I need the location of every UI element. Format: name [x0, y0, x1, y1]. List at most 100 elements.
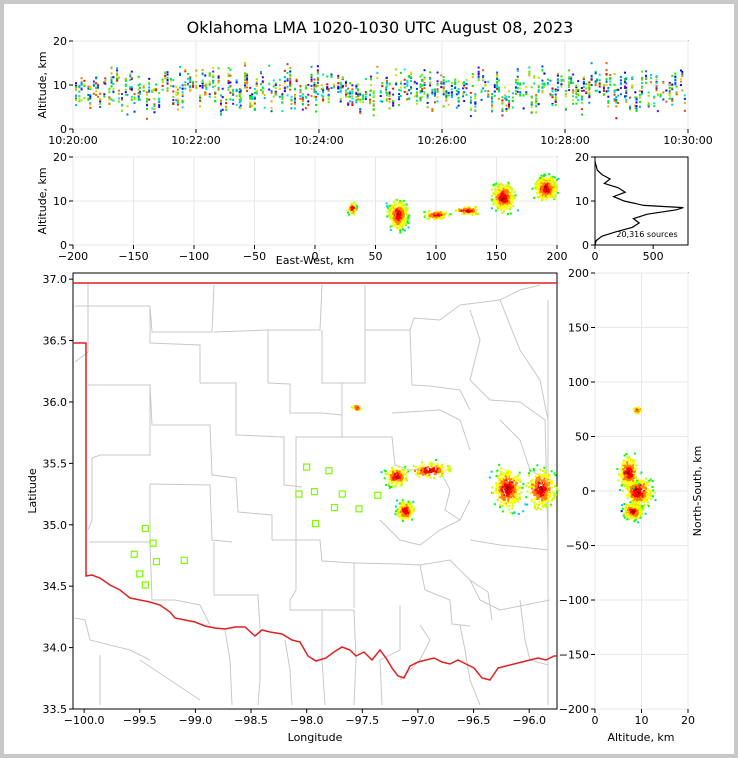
time-height-point — [155, 89, 158, 92]
plan-view-point — [543, 487, 546, 490]
time-height-point — [385, 82, 388, 85]
time-height-point — [108, 96, 111, 99]
time-height-point — [406, 90, 409, 93]
time-height-point — [537, 76, 540, 79]
plan-view-point — [498, 479, 501, 482]
time-height-point — [208, 72, 211, 75]
time-height-point — [551, 104, 554, 107]
ew-height-point — [466, 211, 469, 214]
ew-height-point — [400, 207, 403, 210]
time-height-point — [577, 94, 580, 97]
ew-height-point — [505, 200, 508, 203]
ew-height-point — [553, 191, 556, 194]
time-height-point — [357, 98, 360, 101]
time-height-point — [99, 100, 102, 103]
ns-height-point — [633, 496, 636, 499]
plan-view-point — [514, 500, 517, 503]
time-height-point — [214, 91, 217, 94]
plan-view-point — [549, 503, 552, 506]
plan-view-point — [504, 475, 507, 478]
ew-height-point — [507, 203, 510, 206]
time-height-point — [244, 78, 247, 81]
ew-height-point — [346, 209, 349, 212]
time-height-point — [83, 84, 86, 87]
plan-view-point — [502, 480, 505, 483]
ew-height-point — [544, 182, 547, 185]
plan-view-point — [512, 487, 515, 490]
time-height-point — [137, 84, 140, 87]
time-height-point — [351, 103, 354, 106]
time-height-point — [607, 100, 610, 103]
ew-height-ytick: 0 — [60, 239, 67, 252]
ew-height-point — [509, 203, 512, 206]
time-height-point — [299, 88, 302, 91]
time-height-point — [419, 89, 422, 92]
plan-view-point — [498, 504, 501, 507]
ew-height-point — [494, 192, 497, 195]
time-height-point — [355, 95, 358, 98]
lma-station-marker — [310, 488, 319, 496]
ew-height-point — [405, 218, 408, 221]
time-height-point — [133, 110, 136, 113]
ew-height-point — [394, 212, 397, 215]
time-height-point — [465, 87, 468, 90]
time-height-point — [462, 87, 465, 90]
time-height-point — [137, 76, 140, 79]
plan-view-point — [512, 478, 515, 481]
plan-view-point — [496, 469, 499, 472]
time-height-point — [522, 93, 525, 96]
plan-view-point — [434, 459, 437, 462]
time-height-point — [613, 99, 616, 102]
plan-view-point — [502, 475, 505, 478]
time-height-point — [251, 93, 254, 96]
ew-height-point — [386, 210, 389, 213]
time-height-point — [528, 73, 531, 76]
time-height-point — [655, 89, 658, 92]
time-height-point — [415, 99, 418, 102]
time-height-point — [246, 86, 249, 89]
time-height-point — [130, 88, 133, 91]
time-height-point — [225, 98, 228, 101]
ew-height-point — [387, 214, 390, 217]
plan-view-point — [438, 470, 441, 473]
plan-view-point — [492, 491, 495, 494]
ew-height-point — [436, 210, 439, 213]
time-height-point — [315, 90, 318, 93]
ew-height-point — [513, 190, 516, 193]
time-height-point — [369, 98, 372, 101]
time-height-point — [541, 90, 544, 93]
time-height-point — [668, 88, 671, 91]
time-height-point — [619, 76, 622, 79]
plan-view-point — [539, 493, 542, 496]
plan-view-point — [547, 484, 550, 487]
time-height-point — [153, 111, 156, 114]
ew-height-point — [495, 192, 498, 195]
ns-height-point — [638, 503, 641, 506]
plan-view-point — [532, 467, 535, 470]
ew-height-point — [504, 184, 507, 187]
time-height-point — [674, 79, 677, 82]
ew-height-point — [494, 194, 497, 197]
time-height-point — [450, 82, 453, 85]
time-height-point — [511, 106, 514, 109]
ns-height-point — [636, 503, 639, 506]
time-height-point — [339, 90, 342, 93]
time-height-point — [541, 65, 544, 68]
time-height-point — [516, 81, 519, 84]
time-height-point — [469, 96, 472, 99]
time-height-point — [270, 90, 273, 93]
time-height-point — [543, 86, 546, 89]
plan-view-point — [423, 472, 426, 475]
plan-view-point — [407, 517, 410, 520]
ew-height-point — [434, 212, 437, 215]
plan-view-point — [546, 494, 549, 497]
plan-view-point — [400, 515, 403, 518]
time-height-point — [199, 94, 202, 97]
plan-view-point — [498, 496, 501, 499]
time-height-point — [181, 91, 184, 94]
plan-view-point — [399, 505, 402, 508]
time-height-point — [381, 85, 384, 88]
plan-view-point — [516, 478, 519, 481]
ew-height-point — [540, 174, 543, 177]
ew-height-point — [505, 198, 508, 201]
